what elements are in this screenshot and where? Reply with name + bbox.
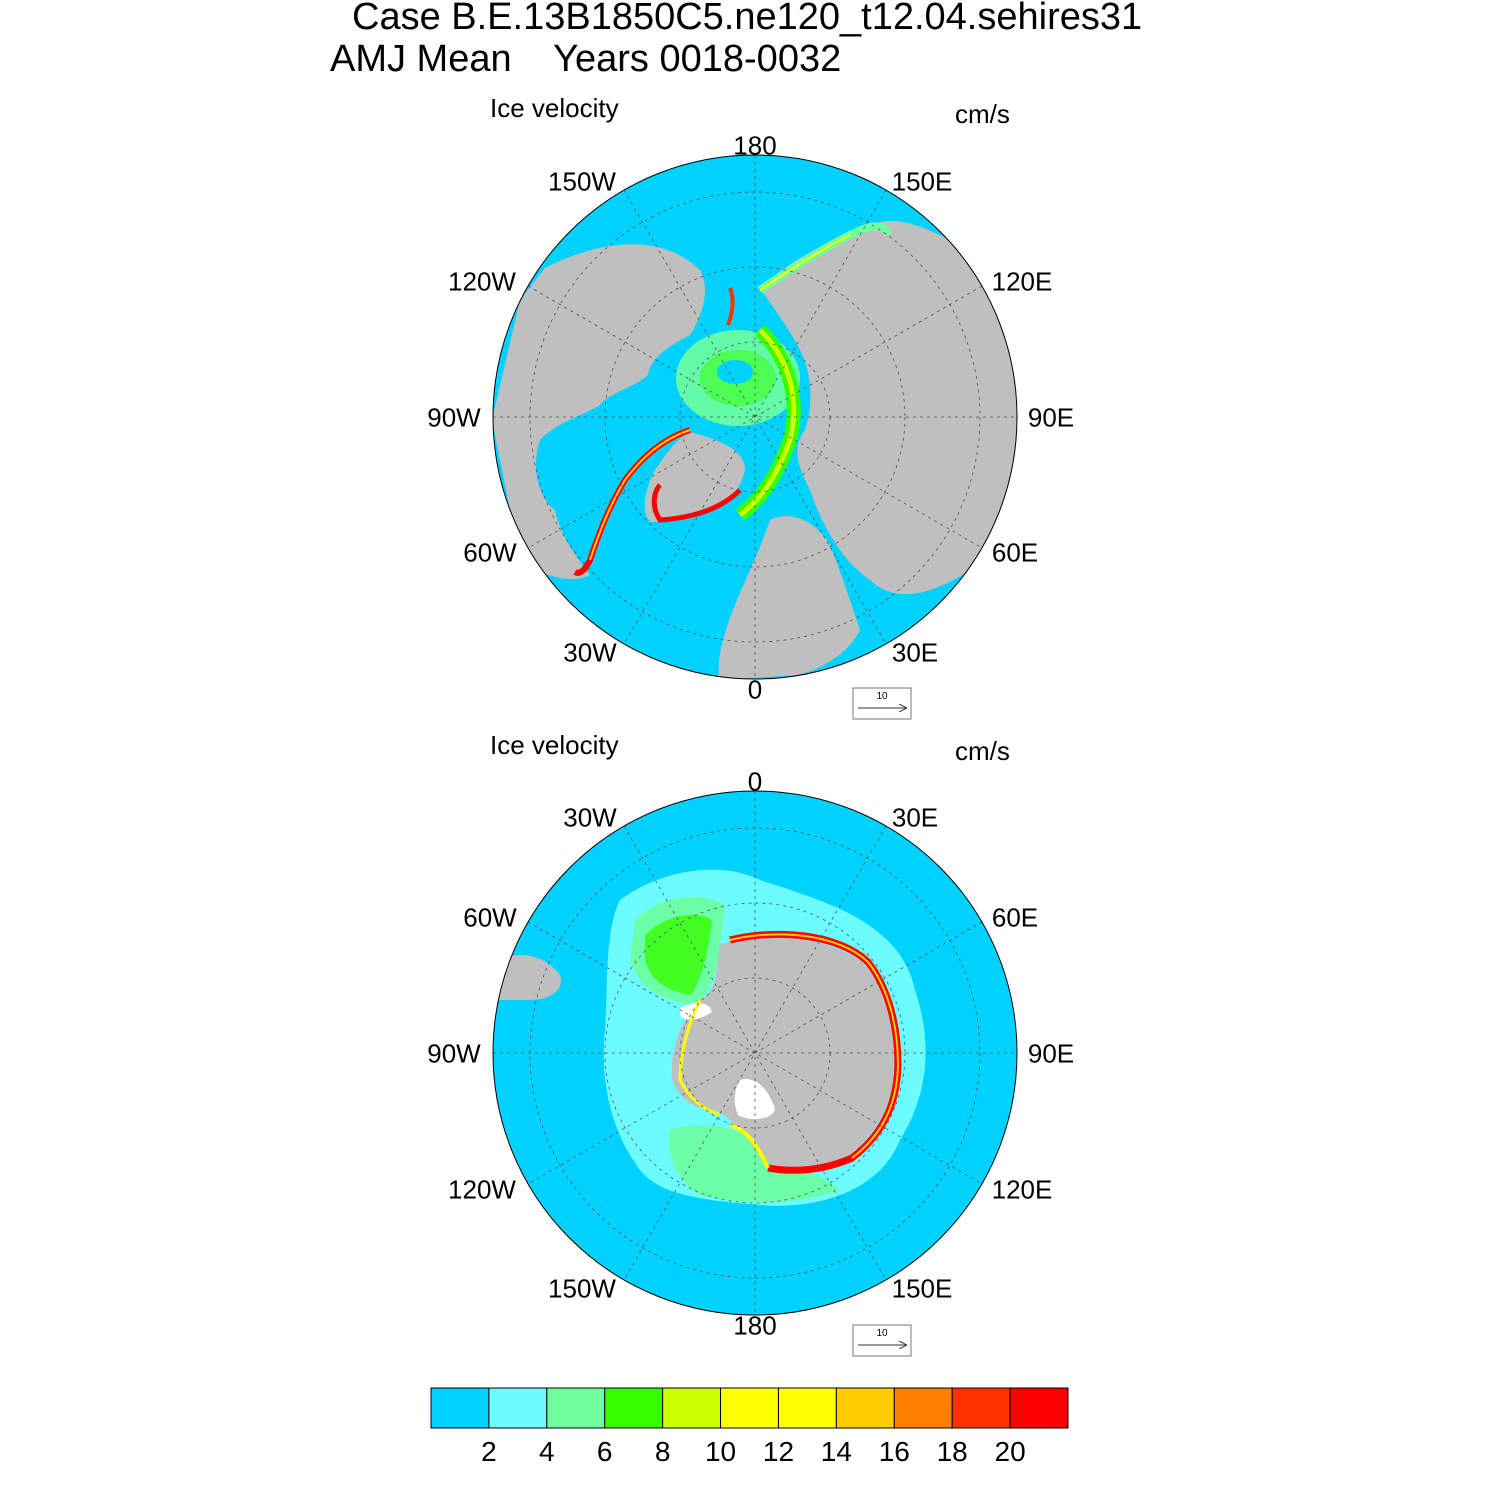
colorbar-swatch xyxy=(488,1387,548,1429)
colorbar-swatch xyxy=(430,1387,490,1429)
north-polar-map xyxy=(493,155,1017,679)
north-lon-label: 60E xyxy=(991,537,1039,568)
south-reference-vector-label: 10 xyxy=(876,1328,888,1339)
south-panel-title: Ice velocity xyxy=(490,730,619,760)
north-lon-label: 120W xyxy=(448,266,516,297)
south-lon-label: 60W xyxy=(463,902,517,933)
colorbar-tick-label: 10 xyxy=(704,1436,737,1467)
north-lon-label: 150W xyxy=(548,166,616,197)
south-reference-vector-box: 10 xyxy=(852,1324,912,1357)
colorbar-tick-label: 4 xyxy=(539,1436,555,1467)
north-lon-label: 60W xyxy=(463,537,517,568)
south-lon-label: 30E xyxy=(891,802,939,833)
south-map-border xyxy=(492,790,1018,1316)
figure-title-line1: Case B.E.13B1850C5.ne120_t12.04.sehires3… xyxy=(352,0,1143,38)
south-lon-label: 60E xyxy=(991,902,1039,933)
north-lon-label: 0 xyxy=(747,674,763,705)
south-lon-label: 90E xyxy=(1027,1038,1075,1069)
south-panel-units: cm/s xyxy=(955,736,1010,766)
north-land-greenland xyxy=(644,432,745,522)
colorbar-swatch xyxy=(546,1387,606,1429)
colorbar-swatch xyxy=(777,1387,837,1429)
north-reference-vector-label: 10 xyxy=(876,691,888,702)
south-polar-map xyxy=(493,791,1017,1315)
figure-title-line2: AMJ Mean Years 0018-0032 xyxy=(330,38,842,80)
colorbar-swatch xyxy=(662,1387,722,1429)
north-lon-label: 90E xyxy=(1027,402,1075,433)
north-land-america xyxy=(493,244,705,579)
north-lon-label: 180 xyxy=(733,130,777,161)
south-land-antarctica xyxy=(671,936,895,1168)
north-panel-units: cm/s xyxy=(955,99,1010,129)
south-graticule xyxy=(493,791,1017,1315)
north-land-siberia xyxy=(760,220,1017,595)
colorbar xyxy=(430,1387,1069,1429)
south-lon-label: 150W xyxy=(548,1273,616,1304)
south-lon-label: 90W xyxy=(427,1038,481,1069)
colorbar-swatch xyxy=(951,1387,1011,1429)
south-lon-label: 120E xyxy=(991,1174,1053,1205)
colorbar-tick-label: 8 xyxy=(654,1436,671,1467)
south-lon-label: 0 xyxy=(747,766,763,797)
south-lon-label: 30W xyxy=(563,802,617,833)
north-lon-label: 30W xyxy=(563,637,617,668)
colorbar-tick-label: 20 xyxy=(994,1436,1026,1467)
north-reference-vector-box: 10 xyxy=(852,687,912,720)
colorbar-tick-label: 12 xyxy=(762,1436,795,1467)
colorbar-swatch xyxy=(835,1387,895,1429)
north-graticule xyxy=(493,155,1017,679)
north-lon-label: 90W xyxy=(427,402,481,433)
colorbar-swatch xyxy=(893,1387,953,1429)
north-map-border xyxy=(492,154,1018,680)
colorbar-tick-label: 2 xyxy=(481,1436,497,1467)
colorbar-swatch xyxy=(720,1387,779,1429)
north-lon-label: 30E xyxy=(891,637,939,668)
north-land-europe xyxy=(718,516,860,679)
colorbar-tick-label: 14 xyxy=(820,1436,852,1467)
south-lon-label: 180 xyxy=(733,1310,777,1341)
south-land-south-america xyxy=(495,955,561,1000)
north-fast-ice-east-greenland xyxy=(651,483,742,523)
colorbar-tick-label: 16 xyxy=(878,1436,910,1467)
colorbar-swatch xyxy=(604,1387,664,1429)
colorbar-swatch xyxy=(1009,1387,1069,1429)
north-panel-title: Ice velocity xyxy=(490,93,619,123)
south-lon-label: 120W xyxy=(448,1174,516,1205)
colorbar-tick-label: 18 xyxy=(936,1436,968,1467)
colorbar-tick-label: 6 xyxy=(596,1436,613,1467)
north-lon-label: 120E xyxy=(991,266,1053,297)
north-fast-ice-bering xyxy=(726,287,735,326)
north-lon-label: 150E xyxy=(891,166,953,197)
south-lon-label: 150E xyxy=(891,1273,953,1304)
